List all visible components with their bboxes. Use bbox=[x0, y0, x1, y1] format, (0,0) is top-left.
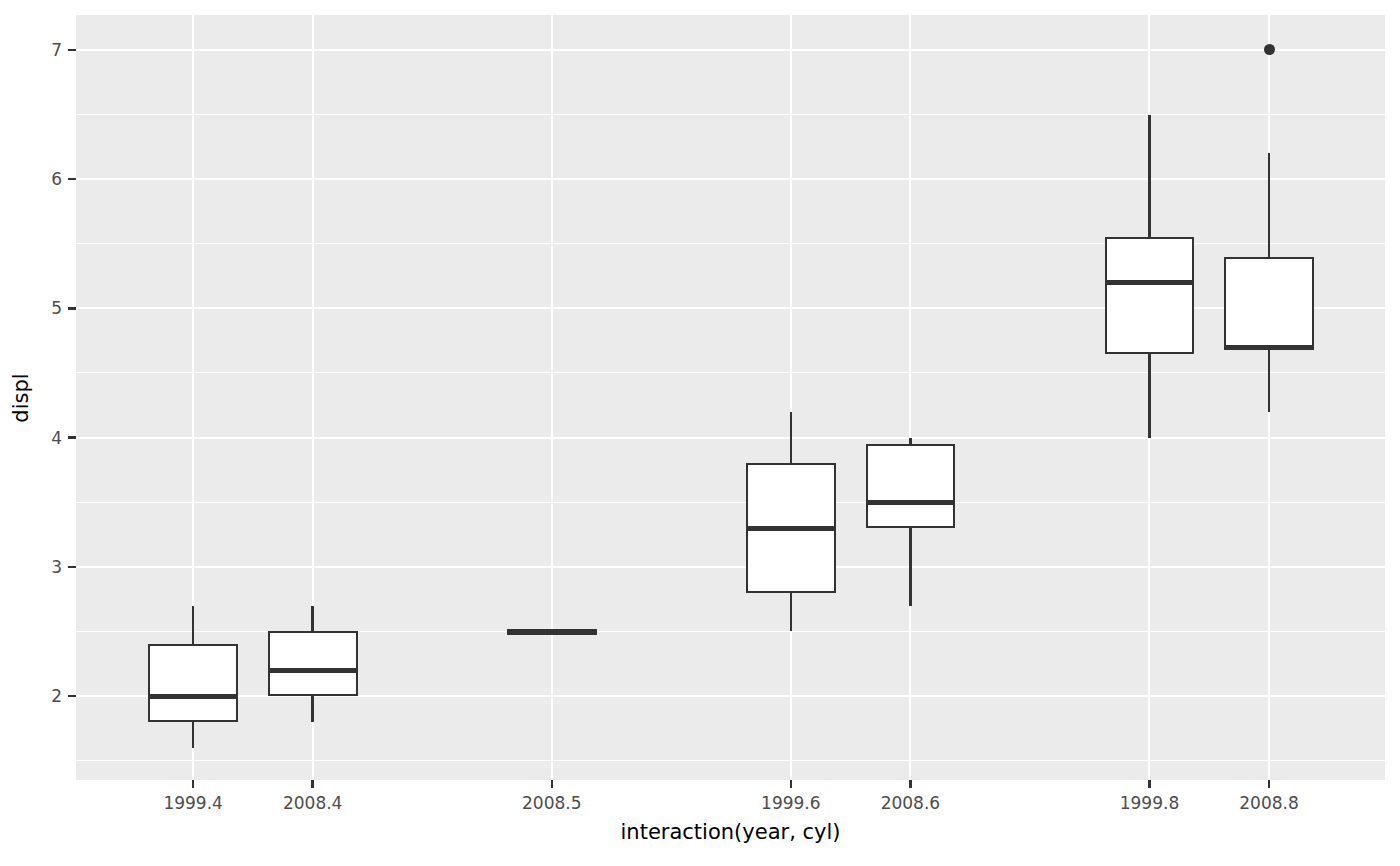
boxplot-median-line bbox=[746, 526, 836, 531]
x-axis-tick-label: 1999.4 bbox=[133, 792, 253, 814]
y-axis-tick-mark bbox=[68, 178, 76, 181]
x-axis-tick-label: 1999.8 bbox=[1089, 792, 1209, 814]
boxplot-median-line bbox=[507, 629, 597, 634]
boxplot-median-line bbox=[866, 500, 956, 505]
gridline-horizontal-major bbox=[76, 49, 1385, 51]
x-axis-tick-label: 2008.8 bbox=[1209, 792, 1329, 814]
boxplot-median-line bbox=[1224, 345, 1314, 350]
y-axis-tick-mark bbox=[68, 566, 76, 569]
boxplot-figure: 2 3 4 5 6 7 1999.42008.4 2008.5 1999.62008.6 199… bbox=[0, 0, 1400, 866]
y-axis-title: displ bbox=[9, 373, 33, 422]
boxplot-lower-whisker bbox=[311, 696, 314, 722]
x-axis-tick-mark bbox=[1268, 780, 1271, 788]
boxplot-upper-whisker bbox=[1268, 153, 1271, 256]
boxplot-upper-whisker bbox=[192, 606, 195, 645]
boxplot-upper-whisker bbox=[311, 606, 314, 632]
y-axis-tick-label: 3 bbox=[0, 556, 62, 578]
x-axis-tick-label: 1999.6 bbox=[731, 792, 851, 814]
y-axis-tick-label: 5 bbox=[0, 297, 62, 319]
y-axis-tick-label: 7 bbox=[0, 39, 62, 61]
gridline-horizontal-major bbox=[76, 178, 1385, 180]
gridline-horizontal-minor bbox=[76, 760, 1385, 761]
boxplot-median-line bbox=[148, 694, 238, 699]
gridline-vertical-major bbox=[551, 15, 553, 780]
y-axis-tick-mark bbox=[68, 695, 76, 698]
boxplot-box bbox=[1105, 237, 1195, 353]
y-axis-tick-label: 2 bbox=[0, 685, 62, 707]
boxplot-median-line bbox=[1105, 280, 1195, 285]
boxplot-lower-whisker bbox=[790, 593, 793, 632]
outlier-point bbox=[1264, 44, 1275, 55]
gridline-horizontal-minor bbox=[76, 372, 1385, 373]
y-axis-tick-mark bbox=[68, 436, 76, 439]
x-axis-tick-mark bbox=[909, 780, 912, 788]
boxplot-lower-whisker bbox=[909, 528, 912, 606]
boxplot-box bbox=[1224, 257, 1314, 347]
x-axis-tick-mark bbox=[311, 780, 314, 788]
gridline-vertical-major bbox=[790, 15, 792, 780]
boxplot-upper-whisker bbox=[1148, 115, 1151, 238]
x-axis-tick-mark bbox=[192, 780, 195, 788]
plot-panel bbox=[76, 15, 1385, 780]
gridline-horizontal-major bbox=[76, 566, 1385, 568]
gridline-horizontal-minor bbox=[76, 502, 1385, 503]
boxplot-box bbox=[866, 444, 956, 528]
x-axis-tick-mark bbox=[551, 780, 554, 788]
boxplot-box bbox=[148, 644, 238, 722]
x-axis-tick-mark bbox=[790, 780, 793, 788]
x-axis-tick-mark bbox=[1148, 780, 1151, 788]
x-axis-title: interaction(year, cyl) bbox=[621, 820, 841, 844]
boxplot-lower-whisker bbox=[192, 722, 195, 748]
x-axis-tick-label: 2008.4 bbox=[253, 792, 373, 814]
gridline-vertical-major bbox=[909, 15, 911, 780]
gridline-horizontal-minor bbox=[76, 114, 1385, 115]
y-axis-tick-mark bbox=[68, 49, 76, 52]
gridline-horizontal-major bbox=[76, 437, 1385, 439]
y-axis-tick-label: 4 bbox=[0, 427, 62, 449]
y-axis-tick-label: 6 bbox=[0, 168, 62, 190]
boxplot-median-line bbox=[268, 668, 358, 673]
boxplot-box bbox=[268, 631, 358, 696]
boxplot-lower-whisker bbox=[1148, 354, 1151, 438]
boxplot-lower-whisker bbox=[1268, 347, 1271, 412]
x-axis-tick-label: 2008.6 bbox=[850, 792, 970, 814]
x-axis-tick-label: 2008.5 bbox=[492, 792, 612, 814]
boxplot-upper-whisker bbox=[790, 412, 793, 464]
y-axis-tick-mark bbox=[68, 307, 76, 310]
